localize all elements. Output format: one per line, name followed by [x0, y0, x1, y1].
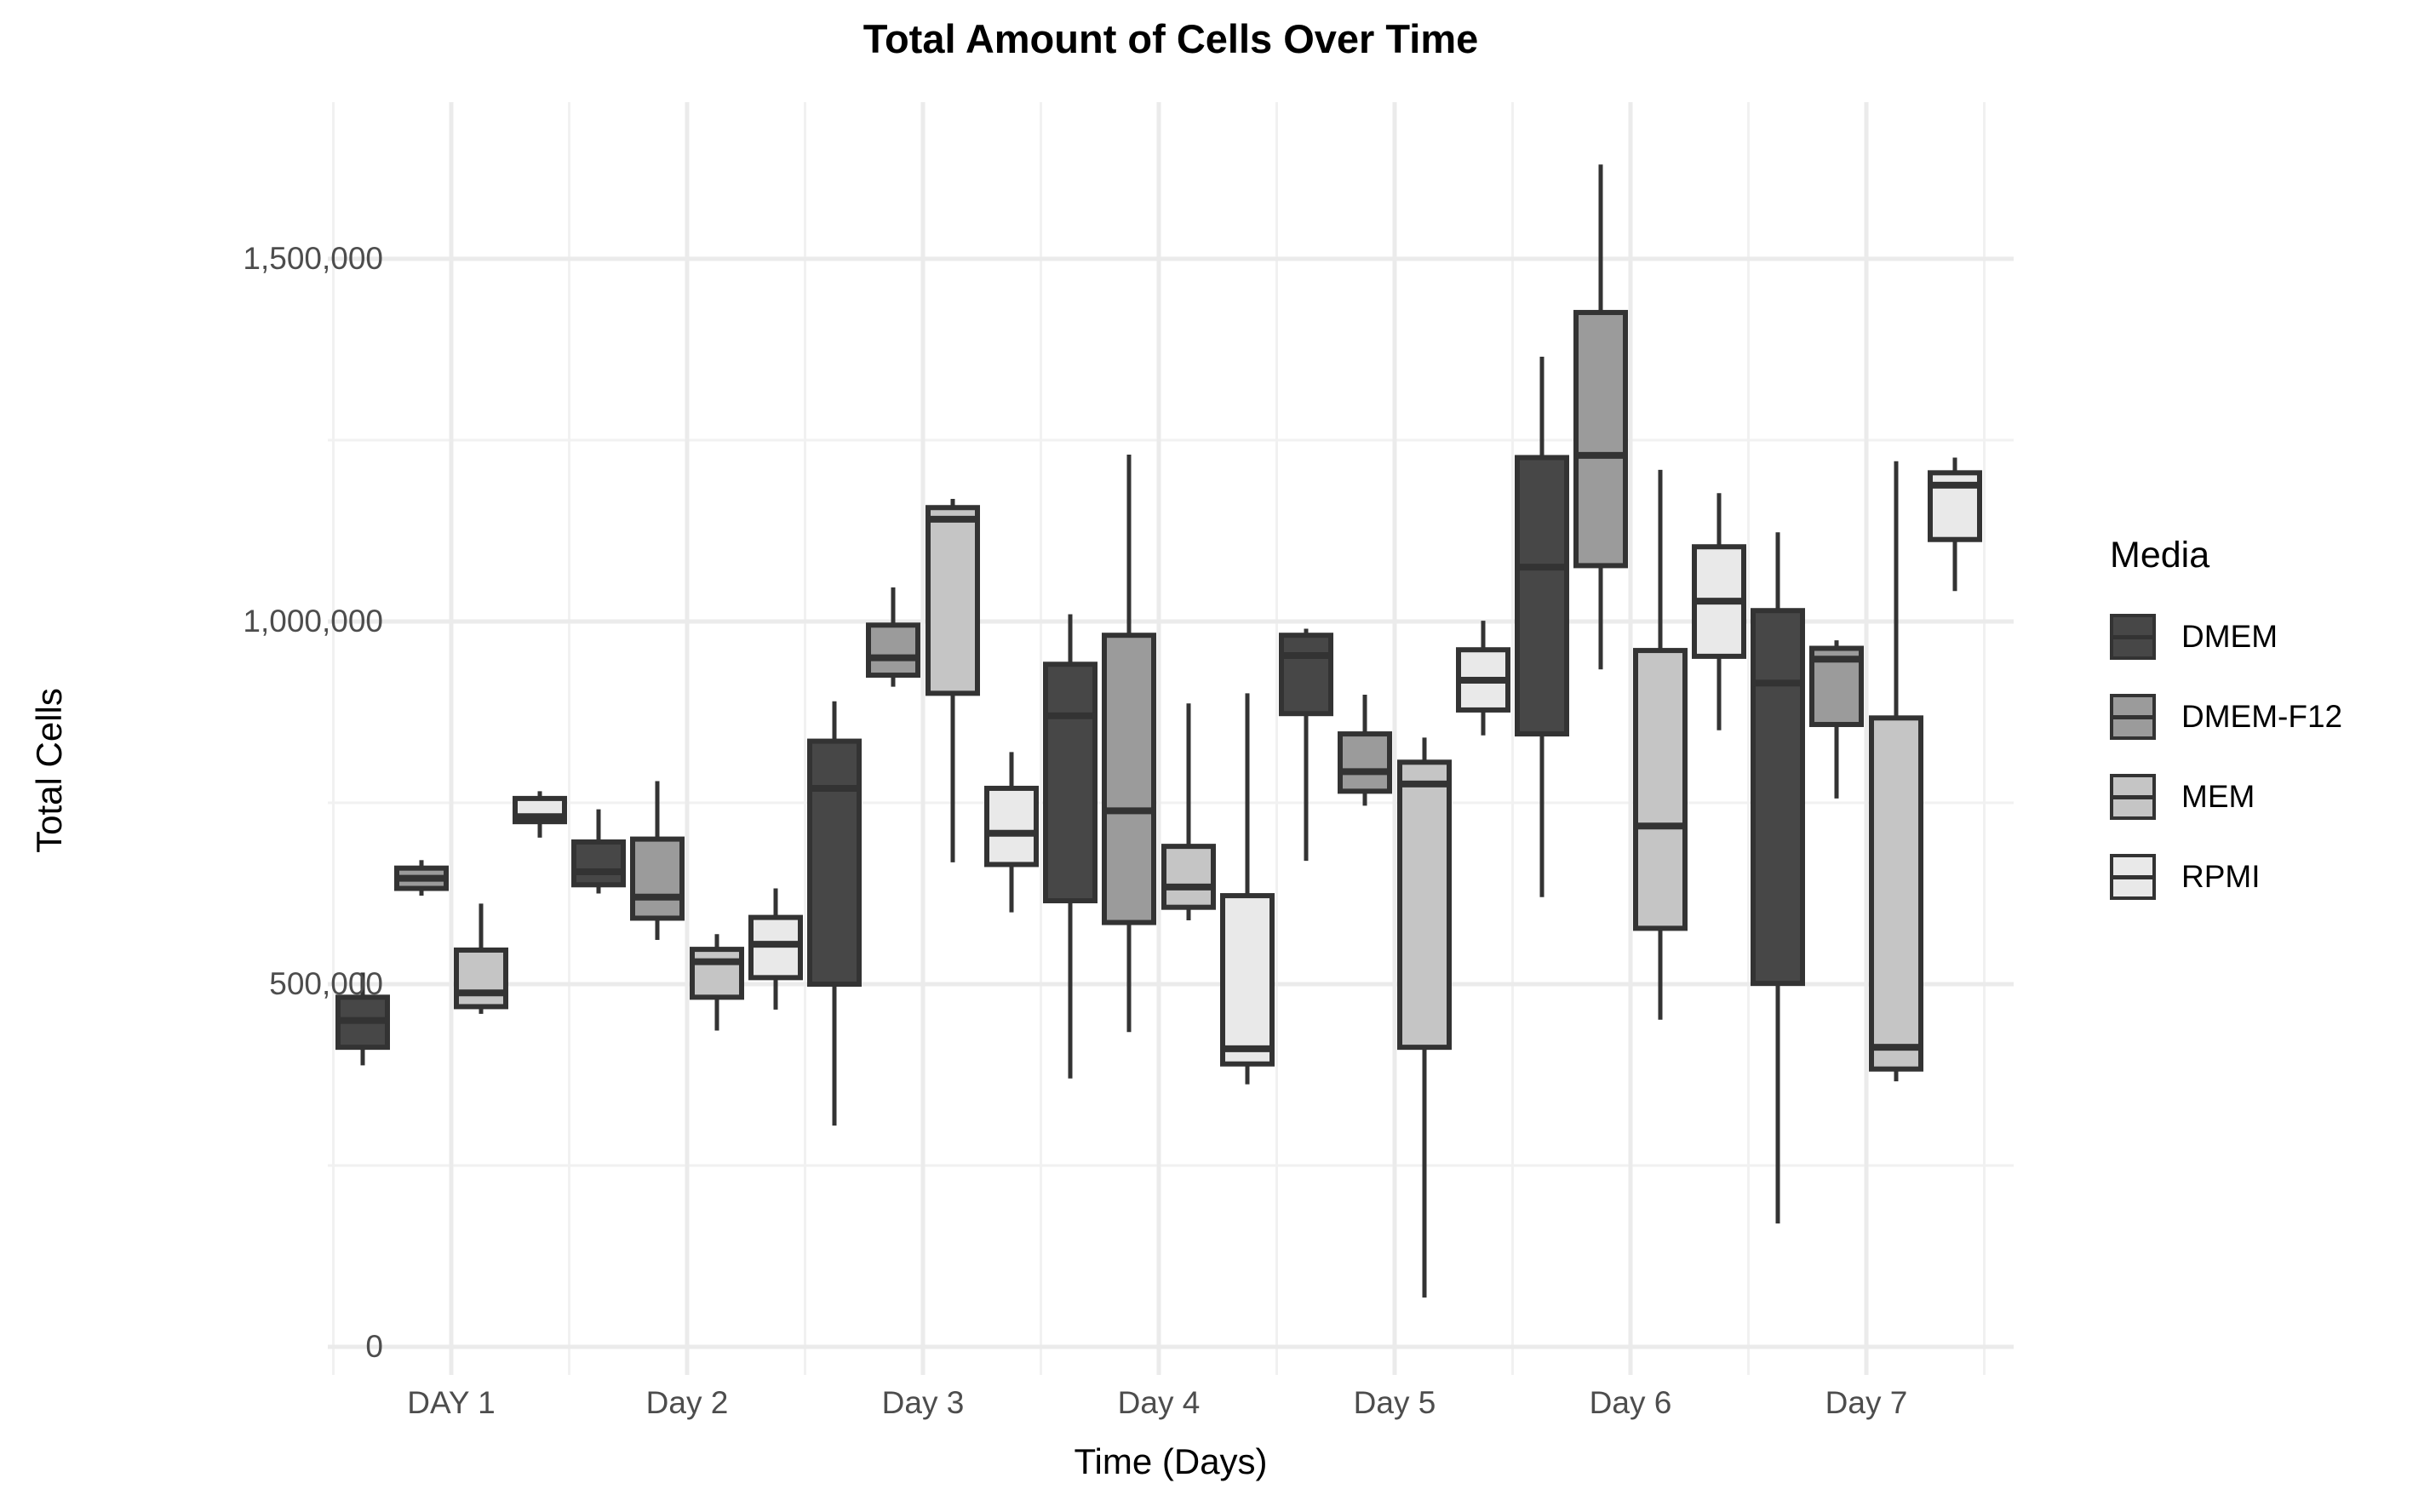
box-mem-day-5 [1397, 759, 1452, 1051]
box-rpmi-day-4 [1220, 893, 1275, 1067]
box-dmem-f12-day-6 [1573, 310, 1628, 569]
box-rpmi-day-3 [984, 785, 1039, 868]
legend-label: RPMI [2181, 859, 2261, 894]
x-tick-label: Day 3 [881, 1385, 965, 1420]
legend-item-dmem: DMEM [2110, 610, 2430, 663]
box-dmem-day-2 [571, 839, 626, 888]
legend-item-mem: MEM [2110, 770, 2430, 823]
box-mem-day-4 [1161, 844, 1216, 910]
box-dmem-f12-day-4 [1102, 633, 1156, 925]
box-dmem-f12-day-5 [1338, 731, 1392, 794]
chart-title: Total Amount of Cells Over Time [863, 16, 1479, 61]
x-tick-label: Day 2 [645, 1385, 729, 1420]
legend-title: Media [2110, 535, 2210, 576]
y-axis-title: Total Cells [29, 688, 69, 853]
box-mem-day-3 [926, 505, 980, 696]
box-mem-day-7 [1869, 715, 1923, 1072]
x-axis-title: Time (Days) [1074, 1441, 1268, 1481]
x-tick-label: DAY 1 [407, 1385, 496, 1420]
box-dmem-f12-day-3 [866, 622, 920, 679]
box-mem-day-1 [454, 947, 508, 1010]
legend-label: DMEM [2181, 619, 2278, 654]
x-tick-label: Day 7 [1825, 1385, 1908, 1420]
plot-panel [328, 102, 2014, 1375]
y-tick-label: 1,000,000 [243, 604, 383, 639]
box-dmem-day-3 [807, 738, 862, 988]
boxplot-key-icon [2110, 854, 2156, 900]
boxplot-key-icon [2110, 614, 2156, 660]
box-dmem-day-5 [1279, 633, 1333, 717]
box-dmem-day-6 [1515, 455, 1569, 737]
box-mem-day-2 [690, 947, 744, 1000]
legend-label: DMEM-F12 [2181, 699, 2343, 734]
y-tick-label: 0 [365, 1329, 383, 1364]
legend-item-rpmi: RPMI [2110, 850, 2430, 903]
x-tick-label: Day 4 [1117, 1385, 1201, 1420]
box-dmem-day-7 [1751, 608, 1805, 987]
boxplot-key-icon [2110, 694, 2156, 740]
y-tick-label: 1,500,000 [243, 241, 383, 276]
legend-label: MEM [2181, 779, 2255, 814]
box-dmem-day-4 [1043, 662, 1098, 904]
y-tick-label: 500,000 [269, 966, 383, 1001]
box-mem-day-6 [1633, 648, 1688, 931]
boxplot-key-icon [2110, 774, 2156, 820]
box-dmem-f12-day-2 [630, 836, 685, 921]
x-tick-label: Day 6 [1589, 1385, 1672, 1420]
x-tick-label: Day 5 [1353, 1385, 1436, 1420]
legend: Media DMEM DMEM-F12 MEM RPMI [2110, 535, 2430, 931]
legend-item-dmem-f12: DMEM-F12 [2110, 690, 2430, 743]
